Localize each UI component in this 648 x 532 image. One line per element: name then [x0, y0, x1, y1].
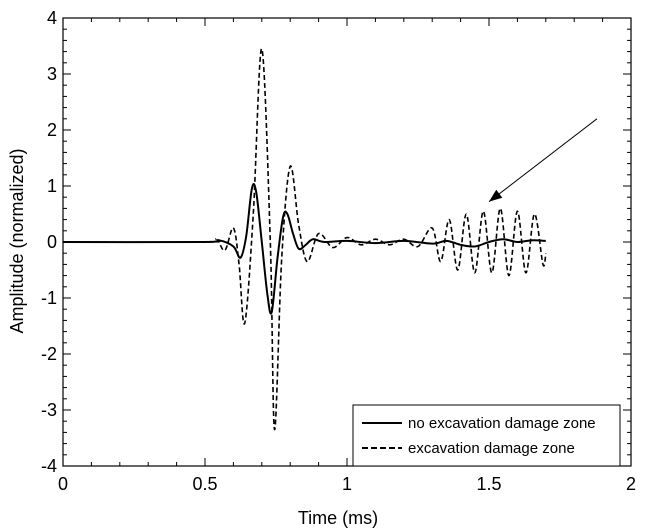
y-tick-label: -2	[41, 344, 57, 364]
annotation-arrow-line	[488, 118, 598, 203]
x-tick-label: 0	[58, 474, 68, 494]
x-tick-label: 1	[342, 474, 352, 494]
y-tick-label: 2	[47, 120, 57, 140]
y-tick-labels: -4 -3 -2 -1 0 1 2 3 4	[41, 8, 57, 476]
annotation-arrow-head	[489, 189, 503, 202]
y-tick-label: -4	[41, 456, 57, 476]
y-tick-label: 1	[47, 176, 57, 196]
series-lines	[62, 47, 547, 431]
legend: no excavation damage zone excavation dam…	[352, 404, 621, 467]
legend-label-edz: excavation damage zone	[408, 440, 575, 457]
x-tick-label: 2	[626, 474, 636, 494]
series-line-no-edz	[62, 183, 546, 315]
legend-label-no-edz: no excavation damage zone	[408, 415, 596, 432]
x-tick-label: 1.5	[476, 474, 501, 494]
x-tick-label: 0.5	[192, 474, 217, 494]
annotations	[488, 118, 598, 203]
x-tick-labels: 0 0.5 1 1.5 2	[58, 474, 636, 494]
y-tick-label: 0	[47, 232, 57, 252]
y-tick-label: 3	[47, 64, 57, 84]
series-line-edz	[62, 47, 547, 431]
y-tick-label: -1	[41, 288, 57, 308]
legend-box	[352, 404, 621, 467]
x-axis-title: Time (ms)	[298, 508, 378, 528]
y-tick-label: -3	[41, 400, 57, 420]
y-axis-title: Amplitude (normalized)	[7, 148, 27, 333]
y-tick-label: 4	[47, 8, 57, 28]
